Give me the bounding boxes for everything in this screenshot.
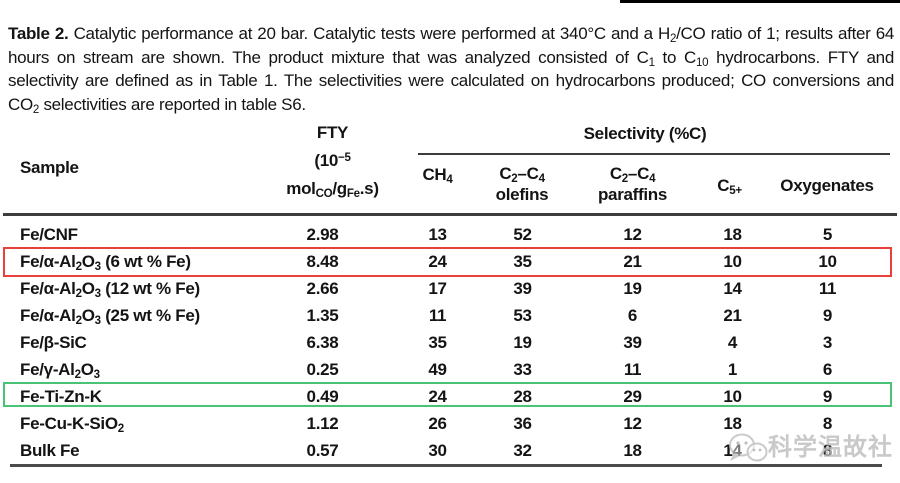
- watermark-text: 科学温故社: [768, 434, 893, 461]
- scan-artifact-line: [620, 0, 900, 3]
- sample-cell: Fe/α-Al2O3 (25 wt % Fe): [20, 306, 200, 327]
- oxygenates-cell: 9: [822, 387, 833, 406]
- paraffins-cell: 12: [623, 225, 642, 244]
- fty-cell: 6.38: [306, 333, 339, 352]
- table-row: Fe-Cu-K-SiO2 1.12 26 36 12 18 8: [10, 410, 890, 437]
- olefins-cell: 33: [513, 360, 532, 379]
- fty-cell: 2.98: [306, 225, 339, 244]
- c5plus-cell: 14: [723, 279, 742, 298]
- ch4-cell: 49: [428, 360, 447, 379]
- ch4-cell: 24: [428, 387, 447, 406]
- table-body: Fe/CNF 2.98 13 52 12 18 5 Fe/α-Al2O3 (6 wt % Fe…: [10, 221, 890, 464]
- column-header-olefins: C2–C4 olefins: [495, 164, 549, 204]
- paraffins-cell: 18: [623, 441, 642, 460]
- column-group-header-selectivity: Selectivity (%C): [583, 124, 707, 143]
- table-row: Fe/α-Al2O3 (12 wt % Fe) 2.66 17 39 19 14 11: [10, 275, 890, 302]
- olefins-cell: 36: [513, 414, 532, 433]
- ch4-cell: 11: [428, 306, 447, 325]
- table-caption: Table 2. Catalytic performance at 20 bar…: [8, 22, 894, 116]
- table-row: Fe/α-Al2O3 (25 wt % Fe) 1.35 11 53 6 21 9: [10, 302, 890, 329]
- table-row: Fe/γ-Al2O3 0.25 49 33 11 1 6: [10, 356, 890, 383]
- table-row: Fe/α-Al2O3 (6 wt % Fe) 8.48 24 35 21 10 10: [10, 248, 890, 275]
- fty-cell: 8.48: [306, 252, 339, 271]
- olefins-cell: 32: [513, 441, 532, 460]
- olefins-cell: 39: [513, 279, 532, 298]
- oxygenates-cell: 10: [818, 252, 837, 271]
- olefins-cell: 19: [513, 333, 532, 352]
- header-rule: [3, 213, 897, 216]
- c5plus-cell: 1: [727, 360, 738, 379]
- fty-cell: 0.49: [306, 387, 339, 406]
- olefins-cell: 35: [513, 252, 532, 271]
- sample-cell: Fe/α-Al2O3 (6 wt % Fe): [20, 252, 191, 273]
- column-header-c5plus: C5+: [717, 176, 742, 197]
- fty-cell: 1.12: [306, 414, 339, 433]
- chat-bubbles-logo: [729, 433, 768, 462]
- c5plus-cell: 18: [723, 225, 742, 244]
- ch4-cell: 30: [428, 441, 447, 460]
- sample-cell: Fe-Ti-Zn-K: [20, 387, 102, 406]
- column-header-oxygenates: Oxygenates: [780, 176, 874, 195]
- column-header-ch4: CH4: [422, 165, 453, 186]
- paraffins-cell: 39: [623, 333, 642, 352]
- oxygenates-cell: 6: [822, 360, 833, 379]
- olefins-cell: 53: [513, 306, 532, 325]
- c5plus-cell: 10: [723, 252, 742, 271]
- paraffins-cell: 21: [623, 252, 642, 271]
- c5plus-cell: 21: [723, 306, 742, 325]
- selectivity-group-underline: [418, 153, 890, 155]
- oxygenates-cell: 8: [822, 441, 833, 460]
- table-row: Fe/β-SiC 6.38 35 19 39 4 3: [10, 329, 890, 356]
- green-highlight-box: [3, 382, 892, 407]
- oxygenates-cell: 9: [822, 306, 833, 325]
- oxygenates-cell: 11: [818, 279, 837, 298]
- red-highlight-box: [3, 247, 892, 277]
- table-caption-label: Table 2.: [8, 24, 69, 43]
- fty-cell: 0.25: [306, 360, 339, 379]
- ch4-cell: 17: [428, 279, 447, 298]
- ch4-cell: 13: [428, 225, 447, 244]
- table-caption-body: Catalytic performance at 20 bar. Catalyt…: [8, 24, 895, 116]
- watermark: 科学温故社: [726, 431, 896, 465]
- table-row: Fe/CNF 2.98 13 52 12 18 5: [10, 221, 890, 248]
- table-row: Fe-Ti-Zn-K 0.49 24 28 29 10 9: [10, 383, 890, 410]
- column-header-fty: FTY (10−5 molCO/gFe.s): [286, 123, 379, 200]
- olefins-cell: 52: [513, 225, 532, 244]
- bottom-rule: [10, 464, 882, 467]
- sample-cell: Fe-Cu-K-SiO2: [20, 414, 124, 435]
- paraffins-cell: 19: [623, 279, 642, 298]
- paraffins-cell: 11: [623, 360, 642, 379]
- sample-cell: Fe/γ-Al2O3: [20, 360, 100, 381]
- ch4-cell: 35: [428, 333, 447, 352]
- olefins-cell: 28: [513, 387, 532, 406]
- sample-cell: Fe/α-Al2O3 (12 wt % Fe): [20, 279, 200, 300]
- oxygenates-cell: 5: [822, 225, 833, 244]
- c5plus-cell: 18: [723, 414, 742, 433]
- paraffins-cell: 6: [627, 306, 638, 325]
- sample-cell: Bulk Fe: [20, 441, 80, 460]
- ch4-cell: 26: [428, 414, 447, 433]
- paraffins-cell: 12: [623, 414, 642, 433]
- column-header-sample: Sample: [20, 158, 79, 177]
- fty-cell: 2.66: [306, 279, 339, 298]
- sample-cell: Fe/β-SiC: [20, 333, 87, 352]
- paraffins-cell: 29: [623, 387, 642, 406]
- oxygenates-cell: 3: [822, 333, 833, 352]
- c5plus-cell: 4: [727, 333, 738, 352]
- fty-cell: 0.57: [306, 441, 339, 460]
- column-header-paraffins: C2–C4 paraffins: [597, 164, 668, 204]
- ch4-cell: 24: [428, 252, 447, 271]
- oxygenates-cell: 8: [822, 414, 833, 433]
- sample-cell: Fe/CNF: [20, 225, 78, 244]
- fty-cell: 1.35: [306, 306, 339, 325]
- c5plus-cell: 10: [723, 387, 742, 406]
